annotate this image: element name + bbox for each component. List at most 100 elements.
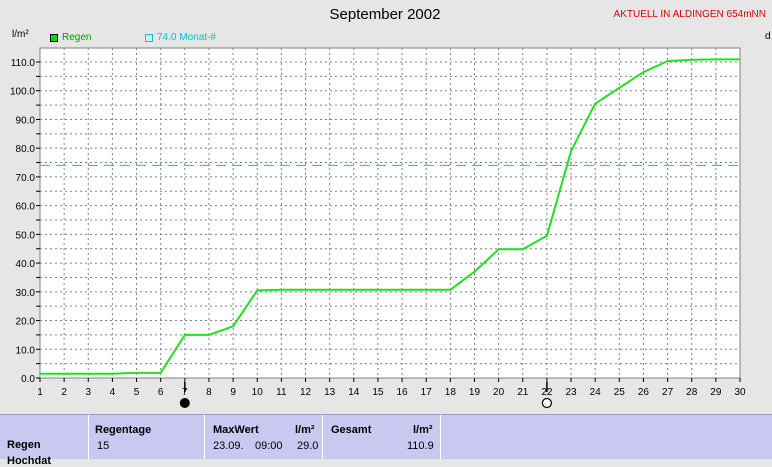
x-tick-label: 30 — [734, 387, 746, 398]
maxwert-time: 09:00 — [255, 440, 283, 452]
x-tick-label: 16 — [397, 387, 409, 398]
moon-markers — [179, 382, 552, 409]
row-label-regen: Regen — [7, 439, 41, 451]
x-tick-label: 29 — [710, 387, 722, 398]
data-point — [159, 372, 162, 374]
x-tick-label: 2 — [61, 387, 67, 398]
data-point — [739, 58, 741, 61]
data-point — [352, 289, 355, 291]
y-tick-label: 30.0 — [16, 288, 36, 299]
x-tick-label: 19 — [469, 387, 481, 398]
rain-chart: 0.0 10.0 20.0 30.0 40.0 50.0 60.0 70.0 80.0 90.0 1… — [10, 47, 746, 409]
y-tick-label: 0.0 — [21, 374, 35, 385]
y-tick-label: 110.0 — [11, 58, 36, 69]
data-point — [63, 372, 65, 375]
legend-monthly-average: 74.0 Monat-# — [145, 32, 216, 43]
legend-average-label: 74.0 Monat-# — [157, 32, 216, 43]
x-tick-label: 4 — [110, 387, 116, 398]
plot-area — [39, 47, 741, 379]
x-tick-label: 14 — [348, 387, 360, 398]
y-tick-label: 90.0 — [16, 115, 36, 126]
y-tick-label: 100.0 — [10, 87, 35, 98]
x-tick-label: 1 — [37, 387, 43, 398]
new-moon-icon — [541, 397, 552, 409]
maxwert-header: MaxWert — [213, 424, 259, 436]
y-tick-label: 70.0 — [16, 173, 36, 184]
data-point — [208, 334, 210, 336]
x-tick-label: 28 — [686, 387, 698, 398]
data-point — [304, 289, 307, 291]
data-point — [473, 270, 476, 273]
data-point — [449, 289, 452, 291]
y-tick-label: 60.0 — [16, 202, 36, 213]
x-tick-label: 10 — [252, 387, 264, 398]
empty-cell — [440, 415, 772, 459]
gesamt-value: 110.9 — [407, 440, 434, 452]
legend-regen-swatch — [50, 33, 58, 42]
regentage-header: Regentage — [95, 424, 152, 436]
legend-regen-label: Regen — [62, 32, 92, 43]
data-point — [39, 372, 41, 375]
x-tick-label: 5 — [134, 387, 140, 398]
maxwert-value: 29.0 — [297, 440, 319, 452]
data-point — [715, 58, 717, 61]
data-point — [87, 372, 90, 375]
chart-title: September 2002 — [329, 6, 441, 23]
data-point — [401, 289, 403, 291]
x-axis-ticks: 1 2 3 4 5 6 7 8 9 10 11 12 13 14 15 16 17 18 19 20 21 22 23 24 2… — [37, 378, 746, 398]
x-tick-label: 26 — [638, 387, 650, 398]
y-tick-label: 10.0 — [16, 345, 36, 356]
grid-lines — [40, 48, 740, 378]
gesamt-cell: Gesamt l/m² 110.9 — [322, 415, 440, 459]
data-point — [232, 325, 234, 328]
x-tick-label: 21 — [517, 387, 529, 398]
data-point — [497, 248, 500, 251]
y-axis-ticks: 0.0 10.0 20.0 30.0 40.0 50.0 60.0 70.0 80.0 90.0 1… — [10, 58, 40, 385]
y-tick-label: 50.0 — [16, 230, 36, 241]
gesamt-header: Gesamt — [331, 424, 372, 436]
data-point — [135, 372, 138, 374]
legend-regen: Regen — [50, 32, 91, 43]
regentage-value: 15 — [97, 440, 110, 452]
right-axis-unit: d — [765, 31, 771, 42]
x-tick-label: 18 — [445, 387, 457, 398]
y-tick-label: 40.0 — [16, 259, 36, 270]
series-line-regen — [40, 58, 740, 375]
series-group — [39, 58, 741, 375]
data-point — [546, 235, 548, 237]
data-point — [328, 289, 331, 291]
x-tick-label: 17 — [421, 387, 433, 398]
x-tick-label: 8 — [206, 387, 212, 398]
maxwert-date: 23.09. — [213, 440, 244, 452]
x-tick-label: 12 — [300, 387, 312, 398]
status-label: AKTUELL IN ALDINGEN 654mNN — [613, 9, 766, 20]
x-tick-label: 24 — [590, 387, 602, 398]
x-tick-label: 22 — [541, 387, 553, 398]
summary-panel: Regen Hochdat Regentage 15 MaxWert l/m² … — [0, 414, 772, 467]
data-point — [570, 150, 572, 152]
data-point — [425, 289, 428, 291]
x-tick-label: 25 — [614, 387, 626, 398]
maxwert-unit: l/m² — [295, 424, 315, 436]
data-point — [642, 71, 645, 73]
data-point — [184, 334, 186, 336]
data-point — [594, 102, 596, 105]
x-tick-label: 3 — [85, 387, 91, 398]
data-point — [256, 289, 259, 292]
x-tick-label: 20 — [493, 387, 505, 398]
x-tick-label: 6 — [158, 387, 164, 398]
legend-average-swatch — [145, 33, 153, 42]
x-tick-label: 23 — [565, 387, 577, 398]
data-point — [618, 87, 621, 89]
data-point — [377, 289, 379, 291]
x-tick-label: 15 — [372, 387, 384, 398]
data-point — [690, 58, 693, 61]
data-point — [280, 289, 283, 291]
regentage-cell: Regentage 15 — [88, 415, 204, 459]
x-tick-label: 13 — [324, 387, 336, 398]
y-tick-label: 20.0 — [16, 317, 36, 328]
row-label-hochdat: Hochdat — [7, 455, 51, 467]
data-point — [521, 248, 524, 251]
x-tick-label: 7 — [182, 387, 188, 398]
data-point — [666, 60, 669, 62]
